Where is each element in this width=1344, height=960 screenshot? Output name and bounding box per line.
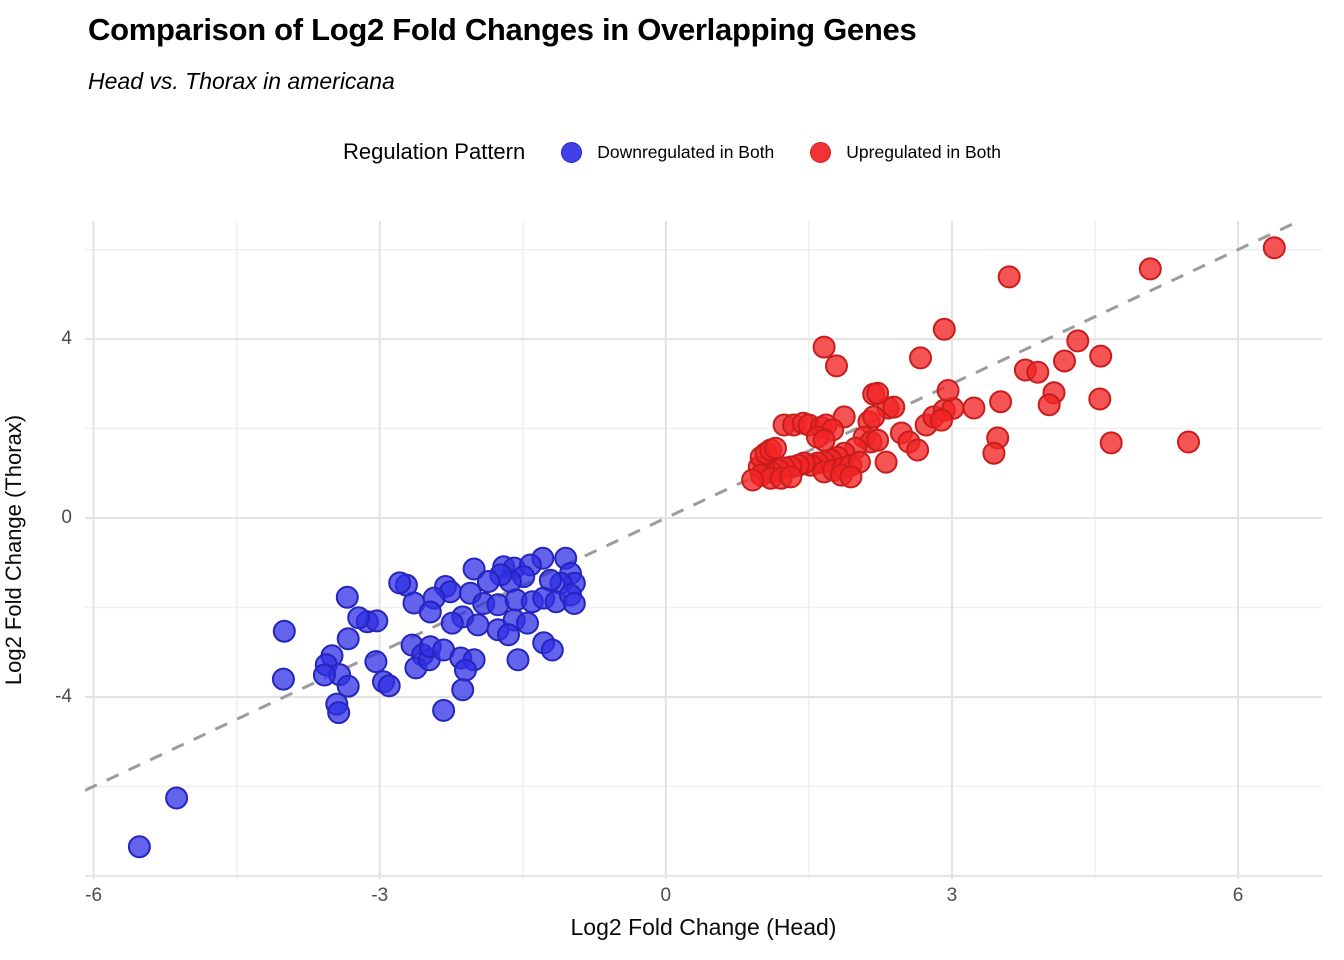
data-point-upregulated bbox=[930, 408, 953, 432]
data-point-downregulated bbox=[497, 623, 520, 647]
data-point-downregulated bbox=[418, 600, 442, 624]
plot-panel bbox=[85, 221, 1322, 879]
data-point-upregulated bbox=[1037, 393, 1061, 417]
data-point-upregulated bbox=[866, 428, 890, 452]
data-point-upregulated bbox=[779, 465, 803, 489]
data-point-downregulated bbox=[272, 619, 296, 643]
x-axis-title: Log2 Fold Change (Head) bbox=[570, 914, 837, 940]
data-point-upregulated bbox=[812, 335, 836, 359]
data-point-downregulated bbox=[336, 627, 360, 651]
data-point-upregulated bbox=[866, 381, 890, 405]
page-subtitle: Head vs. Thorax in americana bbox=[88, 68, 395, 94]
data-point-downregulated bbox=[454, 658, 477, 682]
data-point-upregulated bbox=[1099, 431, 1123, 455]
data-point-upregulated bbox=[825, 354, 848, 378]
scatter-plot bbox=[85, 221, 1322, 879]
data-point-upregulated bbox=[1262, 236, 1286, 260]
data-point-downregulated bbox=[364, 650, 388, 674]
upregulated-dot-icon bbox=[810, 141, 832, 163]
data-point-upregulated bbox=[982, 441, 1006, 465]
y-tick-label: 0 bbox=[61, 507, 72, 529]
data-point-upregulated bbox=[874, 450, 898, 474]
data-point-downregulated bbox=[506, 648, 530, 672]
data-point-upregulated bbox=[909, 346, 932, 370]
y-axis-title: Log2 Fold Change (Thorax) bbox=[1, 414, 26, 686]
data-point-upregulated bbox=[882, 395, 906, 419]
data-point-downregulated bbox=[165, 786, 189, 810]
data-point-upregulated bbox=[1088, 387, 1112, 411]
data-point-downregulated bbox=[462, 557, 486, 581]
data-point-downregulated bbox=[562, 592, 586, 615]
data-point-upregulated bbox=[989, 390, 1013, 414]
data-point-downregulated bbox=[127, 835, 151, 859]
y-tick-label: 4 bbox=[61, 328, 72, 350]
data-point-downregulated bbox=[440, 611, 464, 635]
identity-reference-line bbox=[85, 221, 1300, 792]
x-tick-label: 0 bbox=[660, 885, 672, 906]
data-point-upregulated bbox=[962, 396, 986, 420]
data-point-upregulated bbox=[1138, 257, 1162, 281]
data-point-upregulated bbox=[936, 379, 960, 402]
x-tick-label: -6 bbox=[85, 885, 103, 906]
data-point-upregulated bbox=[906, 438, 930, 462]
data-point-downregulated bbox=[432, 698, 456, 722]
data-point-upregulated bbox=[997, 265, 1021, 289]
downregulated-dot-icon bbox=[561, 141, 583, 163]
data-point-downregulated bbox=[271, 667, 295, 691]
data-point-upregulated bbox=[764, 436, 787, 460]
data-point-downregulated bbox=[540, 638, 564, 662]
data-point-downregulated bbox=[327, 701, 351, 725]
x-tick-label: 3 bbox=[946, 885, 958, 906]
data-point-downregulated bbox=[388, 571, 412, 595]
data-point-upregulated bbox=[839, 465, 863, 489]
data-point-downregulated bbox=[476, 570, 500, 593]
page-title: Comparison of Log2 Fold Changes in Overl… bbox=[88, 12, 917, 47]
data-point-upregulated bbox=[741, 468, 765, 492]
data-point-downregulated bbox=[451, 678, 475, 702]
y-tick-label: -4 bbox=[55, 685, 72, 707]
data-point-upregulated bbox=[932, 317, 956, 341]
data-point-downregulated bbox=[335, 585, 359, 609]
data-point-upregulated bbox=[1089, 344, 1113, 368]
legend-item-downregulated: Downregulated in Both bbox=[561, 141, 775, 163]
legend-title: Regulation Pattern bbox=[343, 139, 526, 164]
legend-item-upregulated: Upregulated in Both bbox=[810, 141, 1001, 163]
data-point-upregulated bbox=[1066, 329, 1090, 353]
legend-label-downregulated: Downregulated in Both bbox=[597, 141, 775, 162]
legend-label-upregulated: Upregulated in Both bbox=[846, 141, 1001, 162]
legend: Regulation Pattern Downregulated in Both… bbox=[0, 133, 1344, 171]
x-tick-label: -3 bbox=[371, 885, 389, 906]
data-point-downregulated bbox=[516, 611, 539, 635]
data-point-downregulated bbox=[336, 674, 360, 698]
data-point-downregulated bbox=[466, 613, 490, 637]
data-point-upregulated bbox=[1053, 349, 1076, 373]
data-point-upregulated bbox=[862, 405, 886, 429]
data-point-upregulated bbox=[1177, 430, 1200, 454]
x-tick-label: 6 bbox=[1232, 885, 1244, 906]
data-point-upregulated bbox=[1026, 360, 1050, 384]
data-point-downregulated bbox=[347, 606, 371, 630]
data-point-downregulated bbox=[312, 663, 336, 687]
data-point-downregulated bbox=[377, 674, 401, 698]
